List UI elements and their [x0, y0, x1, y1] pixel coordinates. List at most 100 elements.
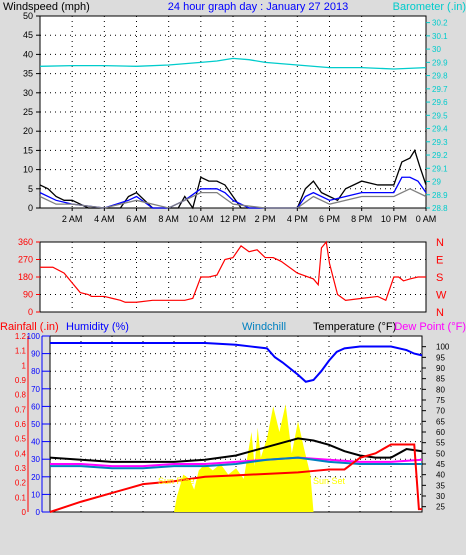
rainfall-tick-label: 0.8	[15, 391, 27, 400]
y-tick-label: 50	[23, 11, 33, 21]
series-line	[39, 57, 427, 70]
rain-humidity-temp-panel: 0 0.1 0.2 0.3 0.4 0.5 0.6 0.7 0.8 0.9 1 1.1 1.2 0 10 2…	[15, 332, 450, 517]
rainfall-tick-label: 0.5	[15, 435, 27, 444]
rainfall-tick-label: 0.3	[15, 464, 27, 473]
y-tick-label: 30	[432, 45, 441, 54]
y-tick-label: 29.4	[432, 125, 448, 134]
y-tick-label: 90	[23, 290, 33, 300]
temperature-tick-label: 55	[436, 439, 445, 448]
series-line	[49, 437, 423, 463]
compass-label: S	[436, 272, 443, 284]
series-line	[39, 176, 427, 209]
legend-temperature: Temperature (°F)	[313, 321, 396, 333]
y-tick-label: 45	[23, 30, 33, 40]
legend-humidity: Humidity (%)	[66, 321, 129, 333]
temperature-tick-label: 40	[436, 471, 445, 480]
y-tick-label: 180	[18, 272, 33, 282]
header-barometer-label: Barometer (.in)	[393, 1, 466, 13]
legend-dewpoint: Dew Point (°F)	[394, 321, 466, 333]
x-tick-label: 4 PM	[287, 214, 308, 224]
y-tick-label: 30.1	[432, 32, 448, 41]
temperature-tick-label: 35	[436, 481, 445, 490]
temperature-tick-label: 70	[436, 407, 445, 416]
x-tick-label: 8 AM	[158, 214, 179, 224]
humidity-axis: 0 10 20 30 40 50 60 70 80 90 100	[27, 332, 50, 517]
temperature-tick-label: 100	[436, 343, 450, 352]
compass-label: W	[436, 290, 447, 302]
y-tick-label: 29	[432, 178, 441, 187]
rainfall-tick-label: 0.4	[15, 449, 27, 458]
y-tick-label: 25	[23, 107, 33, 117]
direction-degree-axis: 0 90 180 270 360	[18, 237, 40, 317]
x-tick-label: 4 AM	[94, 214, 115, 224]
x-tick-label: 12 PM	[220, 214, 246, 224]
compass-label: N	[436, 237, 444, 249]
rainfall-tick-label: 0.6	[15, 420, 27, 429]
wind-direction-series	[40, 240, 426, 303]
humidity-tick-label: 70	[31, 385, 40, 394]
y-tick-label: 360	[18, 237, 33, 247]
temperature-tick-label: 65	[436, 417, 445, 426]
y-tick-label: 30	[23, 88, 33, 98]
x-tick-label: 10 AM	[188, 214, 214, 224]
humidity-tick-label: 10	[31, 490, 40, 499]
series-line	[50, 456, 422, 470]
temperature-tick-label: 60	[436, 428, 445, 437]
humidity-tick-label: 100	[27, 332, 41, 341]
temperature-tick-label: 85	[436, 375, 445, 384]
wind-barometer-grid	[40, 16, 426, 208]
wind-barometer-series	[39, 57, 427, 210]
series-line	[49, 443, 422, 513]
series-line	[39, 188, 427, 209]
y-tick-label: 270	[18, 255, 33, 265]
y-tick-label: 29.2	[432, 151, 448, 160]
barometer-axis: 28.8 28.9 29 29.1 29.2 29.3 29.4 29.5 29.6 29.7 29…	[426, 19, 448, 213]
temperature-tick-label: 45	[436, 460, 445, 469]
x-tick-label: 2 AM	[62, 214, 83, 224]
y-tick-label: 28.8	[432, 204, 448, 213]
y-tick-label: 5	[28, 184, 33, 194]
rainfall-tick-label: 0.2	[15, 479, 27, 488]
y-tick-label: 40	[23, 49, 33, 59]
sun-set-label: Sun Set	[313, 476, 346, 486]
x-tick-label: 6 AM	[126, 214, 147, 224]
y-tick-label: 0	[28, 307, 33, 317]
y-tick-label: 29.9	[432, 58, 448, 67]
rainfall-tick-label: 0.1	[15, 493, 27, 502]
rainfall-axis: 0 0.1 0.2 0.3 0.4 0.5 0.6 0.7 0.8 0.9 1 1.1 1.2	[15, 332, 29, 517]
header-title: 24 hour graph day : January 27 2013	[168, 1, 348, 13]
rainfall-tick-label: 0.7	[15, 405, 27, 414]
y-tick-label: 15	[23, 145, 33, 155]
series-line	[39, 148, 427, 210]
humidity-tick-label: 20	[31, 473, 40, 482]
sun-rise-label: Sun Rise	[158, 476, 195, 486]
compass-label: E	[436, 255, 443, 267]
humidity-tick-label: 50	[31, 420, 40, 429]
humidity-tick-label: 60	[31, 402, 40, 411]
temperature-tick-label: 75	[436, 396, 445, 405]
time-axis: 2 AM 4 AM 6 AM 8 AM 10 AM 12 PM 2 PM 4 PM 6 PM 8 …	[62, 208, 436, 224]
solar-area	[50, 404, 422, 512]
y-tick-label: 29.7	[432, 85, 448, 94]
y-tick-label: 29.3	[432, 138, 448, 147]
rainfall-tick-label: 1	[22, 361, 27, 370]
temperature-tick-label: 95	[436, 353, 445, 362]
x-tick-label: 0 AM	[416, 214, 437, 224]
series-line	[50, 456, 423, 468]
temperature-tick-label: 50	[436, 449, 445, 458]
compass-label: N	[436, 307, 444, 319]
x-tick-label: 8 PM	[351, 214, 372, 224]
wind-direction-line	[40, 240, 426, 303]
x-tick-label: 2 PM	[255, 214, 276, 224]
temperature-tick-label: 25	[436, 503, 445, 512]
rainfall-tick-label: 0.9	[15, 376, 27, 385]
rainfall-tick-label: 1.1	[15, 347, 27, 356]
humidity-tick-label: 30	[31, 455, 40, 464]
humidity-tick-label: 80	[31, 367, 40, 376]
y-tick-label: 28.9	[432, 191, 448, 200]
rainfall-tick-label: 1.2	[15, 332, 27, 341]
x-tick-label: 10 PM	[381, 214, 407, 224]
